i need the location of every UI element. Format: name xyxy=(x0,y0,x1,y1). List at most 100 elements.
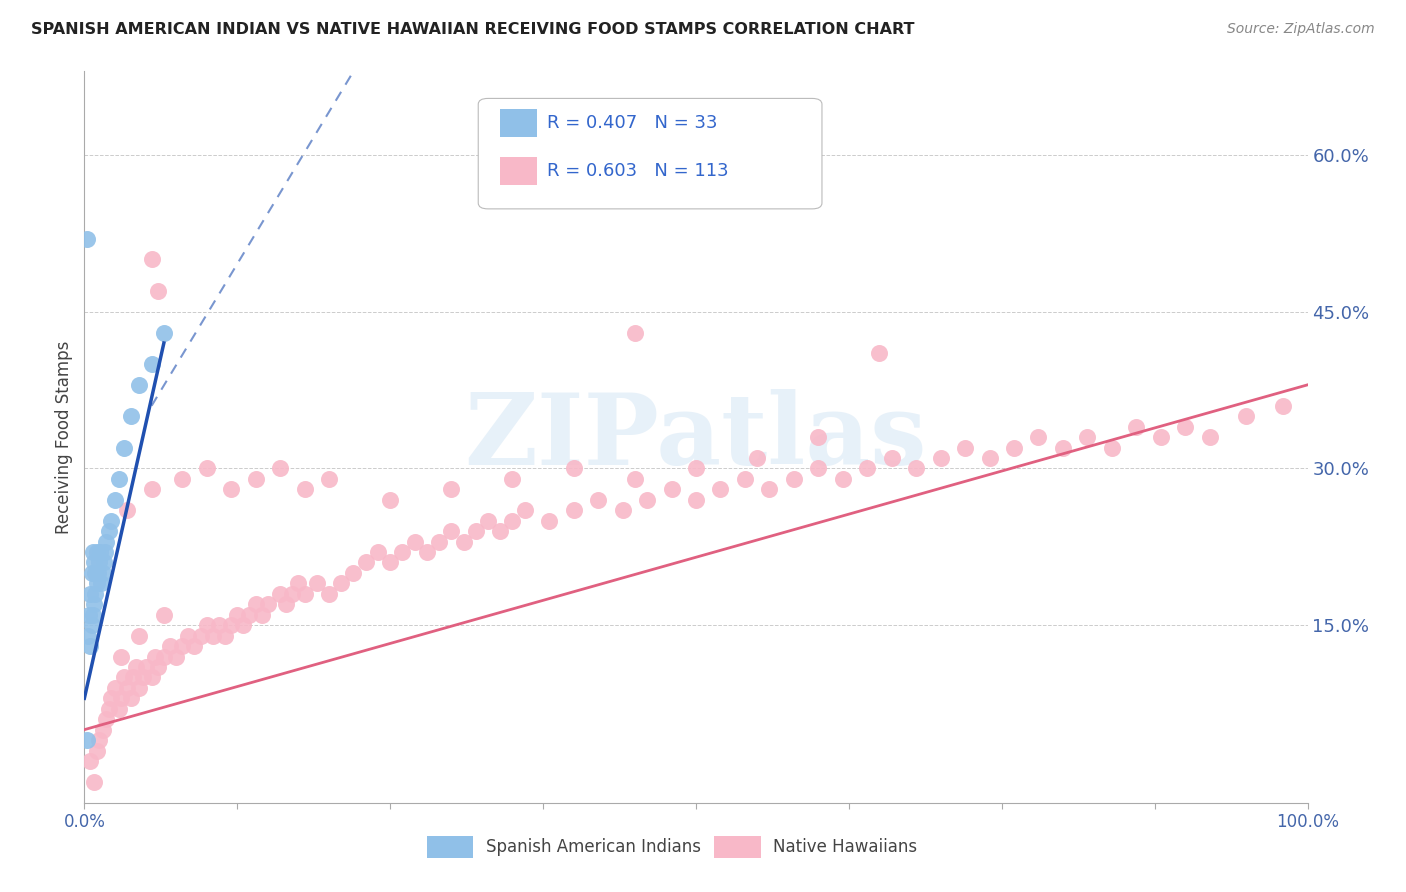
Point xyxy=(807,461,830,475)
Point xyxy=(159,639,181,653)
Point xyxy=(513,503,536,517)
Point xyxy=(783,472,806,486)
Point xyxy=(367,545,389,559)
Point xyxy=(87,556,110,570)
Text: R = 0.603   N = 113: R = 0.603 N = 113 xyxy=(547,161,728,180)
Point xyxy=(214,629,236,643)
Point xyxy=(318,587,340,601)
Point xyxy=(146,284,169,298)
Point xyxy=(115,681,138,695)
Point xyxy=(100,514,122,528)
Point xyxy=(354,556,377,570)
Point xyxy=(153,326,176,340)
Point xyxy=(153,607,176,622)
Point xyxy=(97,702,120,716)
Text: SPANISH AMERICAN INDIAN VS NATIVE HAWAIIAN RECEIVING FOOD STAMPS CORRELATION CHA: SPANISH AMERICAN INDIAN VS NATIVE HAWAII… xyxy=(31,22,914,37)
Point xyxy=(104,492,127,507)
FancyBboxPatch shape xyxy=(478,98,823,209)
Point xyxy=(276,597,298,611)
Bar xyxy=(427,836,474,858)
Point xyxy=(79,639,101,653)
Point xyxy=(122,670,145,684)
Point xyxy=(84,566,107,580)
Point xyxy=(219,618,242,632)
Point xyxy=(464,524,486,538)
Point xyxy=(245,597,267,611)
Point xyxy=(120,409,142,424)
Point xyxy=(232,618,254,632)
Point xyxy=(330,576,353,591)
Point xyxy=(238,607,260,622)
Point xyxy=(477,514,499,528)
Point xyxy=(380,556,402,570)
Point xyxy=(153,649,176,664)
Bar xyxy=(501,157,537,185)
Point xyxy=(84,587,107,601)
Point xyxy=(440,524,463,538)
Point xyxy=(562,503,585,517)
Point xyxy=(294,587,316,601)
Point xyxy=(257,597,280,611)
Point xyxy=(83,597,105,611)
Point xyxy=(1150,430,1173,444)
Point xyxy=(226,607,249,622)
Point xyxy=(201,629,224,643)
Point xyxy=(709,483,731,497)
Point xyxy=(281,587,304,601)
Point xyxy=(93,556,115,570)
Point xyxy=(305,576,328,591)
Point xyxy=(110,691,132,706)
Point xyxy=(758,483,780,497)
Point xyxy=(120,691,142,706)
Point xyxy=(953,441,976,455)
Point xyxy=(416,545,439,559)
Point xyxy=(141,670,163,684)
Point xyxy=(404,534,426,549)
Point xyxy=(489,524,512,538)
Point xyxy=(141,357,163,371)
Point xyxy=(831,472,853,486)
Point xyxy=(115,503,138,517)
Point xyxy=(1028,430,1050,444)
Point xyxy=(107,702,129,716)
Point xyxy=(135,660,157,674)
Point xyxy=(86,576,108,591)
Point xyxy=(125,660,148,674)
Point xyxy=(294,483,316,497)
Point xyxy=(245,472,267,486)
Point xyxy=(141,252,163,267)
Point xyxy=(905,461,928,475)
Point xyxy=(880,450,903,465)
Point xyxy=(1236,409,1258,424)
Point xyxy=(624,472,647,486)
Point xyxy=(83,775,105,789)
Point xyxy=(104,681,127,695)
Point xyxy=(318,472,340,486)
Point xyxy=(77,629,100,643)
Point xyxy=(82,545,104,559)
Point xyxy=(91,723,114,737)
Point xyxy=(183,639,205,653)
Bar xyxy=(501,110,537,137)
Point xyxy=(685,461,707,475)
Point xyxy=(453,534,475,549)
Point xyxy=(79,754,101,768)
Text: Spanish American Indians: Spanish American Indians xyxy=(485,838,700,855)
Point xyxy=(562,461,585,475)
Point xyxy=(208,618,231,632)
Point xyxy=(177,629,200,643)
Point xyxy=(91,566,114,580)
Point xyxy=(80,566,103,580)
Point xyxy=(440,483,463,497)
Point xyxy=(172,639,194,653)
Point xyxy=(391,545,413,559)
Point xyxy=(586,492,609,507)
Point xyxy=(1002,441,1025,455)
Point xyxy=(287,576,309,591)
Point xyxy=(76,733,98,747)
Point xyxy=(100,691,122,706)
Text: Source: ZipAtlas.com: Source: ZipAtlas.com xyxy=(1227,22,1375,37)
Point xyxy=(1076,430,1098,444)
Point xyxy=(269,587,291,601)
Text: Native Hawaiians: Native Hawaiians xyxy=(773,838,917,855)
